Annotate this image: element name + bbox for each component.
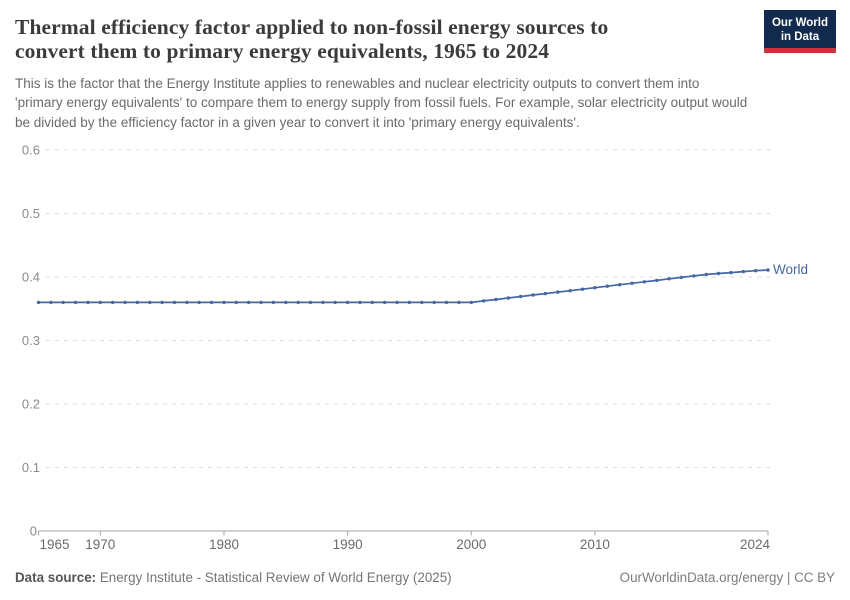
logo-red-stripe: [763, 48, 836, 53]
data-point[interactable]: [383, 300, 387, 305]
data-point[interactable]: [86, 300, 90, 305]
data-point[interactable]: [506, 296, 510, 300]
x-tick-label: 1990: [333, 537, 363, 552]
data-point[interactable]: [271, 300, 276, 305]
y-tick-label: 0.5: [22, 206, 40, 221]
y-tick-label: 0: [30, 524, 37, 539]
series-label-world[interactable]: World: [773, 262, 809, 277]
data-point[interactable]: [617, 283, 622, 287]
page-title: Thermal efficiency factor applied to non…: [15, 15, 760, 63]
data-point[interactable]: [543, 291, 548, 296]
data-point[interactable]: [111, 300, 115, 305]
data-point[interactable]: [49, 300, 53, 305]
logo-text-line-1: Our World: [771, 17, 828, 29]
data-point[interactable]: [284, 300, 288, 305]
data-point[interactable]: [457, 300, 461, 305]
data-point[interactable]: [556, 290, 560, 294]
logo-text-line-2: in Data: [780, 31, 820, 43]
data-point[interactable]: [667, 277, 671, 281]
data-point[interactable]: [519, 294, 523, 299]
y-tick-label: 0.2: [22, 397, 40, 412]
data-point[interactable]: [358, 300, 362, 305]
data-point[interactable]: [580, 287, 585, 291]
subtitle-line-3: be divided by the efficiency factor in a…: [15, 114, 580, 130]
subtitle-line-2: 'primary energy equivalents' to compare …: [15, 95, 748, 111]
data-point[interactable]: [333, 300, 337, 305]
data-point[interactable]: [444, 300, 449, 305]
chart-footer: Data source: Energy Institute - Statisti…: [15, 570, 835, 585]
data-point[interactable]: [98, 300, 103, 305]
data-point[interactable]: [420, 300, 424, 305]
data-point[interactable]: [148, 300, 152, 305]
y-tick-label: 0.6: [22, 143, 40, 158]
data-point[interactable]: [642, 280, 647, 284]
y-tick-label: 0.3: [22, 333, 40, 348]
data-point[interactable]: [729, 270, 733, 275]
data-point[interactable]: [321, 300, 325, 305]
data-source-text: Energy Institute - Statistical Review of…: [96, 570, 452, 585]
owid-logo[interactable]: Our World in Data: [763, 10, 836, 53]
data-point[interactable]: [61, 300, 65, 305]
data-point[interactable]: [36, 300, 41, 305]
x-tick-label: 2000: [456, 537, 486, 552]
y-tick-label: 0.4: [22, 270, 40, 285]
data-point[interactable]: [766, 268, 770, 272]
subtitle-line-1: This is the factor that the Energy Insti…: [15, 76, 700, 91]
data-point[interactable]: [73, 300, 78, 305]
data-point[interactable]: [568, 289, 572, 293]
data-point[interactable]: [209, 300, 214, 305]
data-point[interactable]: [395, 300, 399, 305]
data-point[interactable]: [716, 271, 721, 276]
data-point[interactable]: [135, 300, 140, 305]
data-point[interactable]: [345, 300, 350, 305]
data-point[interactable]: [692, 274, 696, 278]
data-point[interactable]: [123, 300, 127, 305]
data-point[interactable]: [655, 278, 659, 283]
data-point[interactable]: [234, 300, 238, 305]
title-line-2: convert them to primary energy equivalen…: [15, 39, 550, 63]
data-point[interactable]: [172, 300, 177, 305]
data-point[interactable]: [197, 300, 201, 305]
data-source-label: Data source:: [15, 570, 97, 585]
data-point[interactable]: [630, 281, 634, 285]
data-point[interactable]: [704, 272, 708, 277]
data-point[interactable]: [605, 284, 609, 288]
data-point[interactable]: [679, 275, 684, 280]
data-point[interactable]: [407, 300, 412, 305]
x-tick-label: 1965: [40, 537, 70, 552]
data-point[interactable]: [247, 300, 251, 305]
title-line-1: Thermal efficiency factor applied to non…: [15, 15, 609, 39]
data-source: Data source: Energy Institute - Statisti…: [15, 570, 452, 585]
data-point[interactable]: [259, 300, 263, 305]
data-point[interactable]: [741, 269, 745, 274]
data-point[interactable]: [469, 300, 473, 305]
data-point[interactable]: [593, 286, 597, 290]
data-point[interactable]: [160, 300, 164, 305]
data-point[interactable]: [296, 300, 300, 305]
chart-subtitle: This is the factor that the Energy Insti…: [15, 74, 843, 132]
x-tick-label: 2010: [580, 537, 610, 552]
y-tick-label: 0.1: [22, 460, 40, 475]
x-tick-label: 1970: [85, 537, 115, 552]
data-point[interactable]: [370, 300, 374, 305]
data-point[interactable]: [308, 300, 313, 305]
data-point[interactable]: [753, 269, 758, 273]
credit-link[interactable]: OurWorldinData.org/energy | CC BY: [619, 570, 835, 585]
data-point[interactable]: [494, 297, 498, 302]
data-point[interactable]: [185, 300, 189, 305]
x-tick-label: 2024: [740, 537, 771, 552]
x-tick-label: 1980: [209, 537, 239, 552]
data-point[interactable]: [432, 300, 436, 305]
series-line-world[interactable]: [37, 269, 769, 304]
data-point[interactable]: [222, 300, 226, 305]
data-point[interactable]: [481, 299, 486, 303]
data-point[interactable]: [531, 293, 535, 297]
